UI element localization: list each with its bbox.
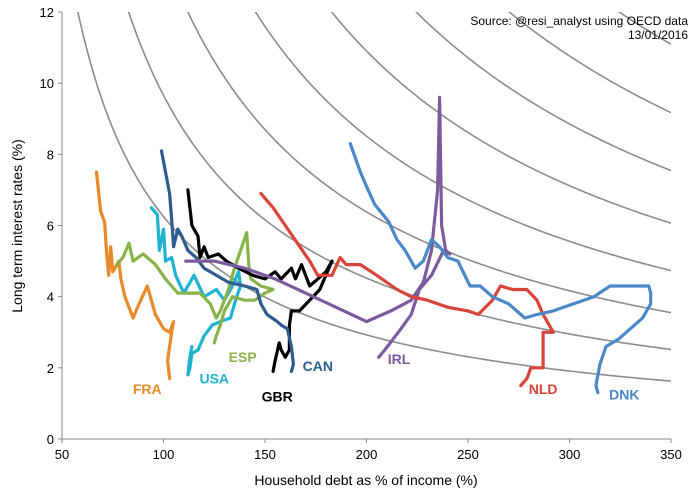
y-tick-label: 2	[47, 361, 54, 376]
source-line-2: 13/01/2016	[628, 28, 688, 42]
iso-curve	[415, 12, 671, 172]
iso-curve	[127, 12, 671, 351]
y-tick-label: 6	[47, 219, 54, 234]
y-tick-label: 10	[40, 76, 54, 91]
series-label-dnk: DNK	[609, 387, 639, 403]
y-tick-label: 8	[47, 147, 54, 162]
iso-curve	[77, 12, 671, 382]
iso-curves	[77, 12, 671, 382]
iso-curve	[330, 12, 671, 224]
y-tick-label: 0	[47, 432, 54, 447]
x-axis-title: Household debt as % of income (%)	[254, 472, 477, 488]
x-tick-label: 350	[660, 447, 682, 462]
x-tick-label: 150	[254, 447, 276, 462]
series-line-irl	[184, 95, 452, 359]
series-label-esp: ESP	[229, 349, 257, 365]
iso-curve	[254, 12, 671, 272]
series-line-fra	[94, 170, 176, 381]
series-label-fra: FRA	[133, 381, 162, 397]
series-line-esp	[115, 231, 275, 345]
x-tick-label: 50	[55, 447, 69, 462]
series-label-can: CAN	[303, 358, 333, 374]
series-label-nld: NLD	[529, 381, 558, 397]
x-tick-label: 100	[153, 447, 175, 462]
series-label-gbr: GBR	[262, 388, 293, 404]
x-tick-label: 200	[356, 447, 378, 462]
series-line-nld	[259, 191, 555, 388]
x-tick-label: 300	[559, 447, 581, 462]
series-layer	[94, 95, 653, 395]
series-label-usa: USA	[199, 371, 229, 387]
series-label-irl: IRL	[388, 351, 411, 367]
y-axis-title: Long term interest rates (%)	[9, 139, 25, 313]
source-line-1: Source: @resi_analyst using OECD data	[470, 14, 688, 28]
series-line-usa	[149, 206, 243, 377]
series-line-gbr	[186, 188, 334, 373]
iso-curve	[508, 12, 671, 114]
series-line-dnk	[348, 142, 653, 395]
x-tick-label: 250	[457, 447, 479, 462]
iso-curve	[187, 12, 671, 314]
axes	[58, 11, 672, 443]
y-tick-label: 12	[40, 5, 54, 20]
series-line-can	[159, 149, 295, 373]
y-tick-label: 4	[47, 290, 54, 305]
tick-labels: 0 2 4 6 8 10 12 50 100 150 200 250 300 350	[40, 5, 682, 462]
